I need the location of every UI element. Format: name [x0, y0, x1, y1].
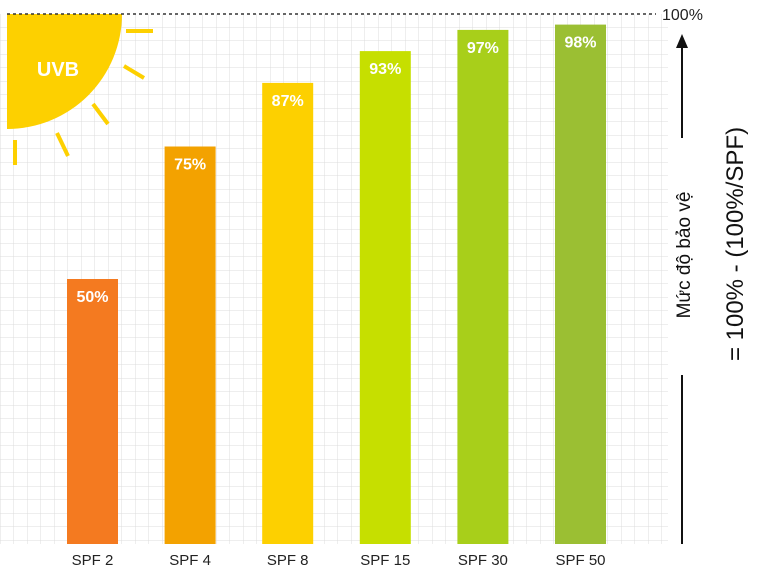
bar-value-label: 87% [272, 93, 304, 110]
x-tick-label: SPF 2 [72, 552, 114, 569]
x-tick-label: SPF 50 [555, 552, 605, 569]
y-axis-arrow [676, 34, 688, 544]
sun-icon: UVB [7, 14, 153, 165]
bar [67, 279, 118, 544]
bar-value-label: 97% [467, 40, 499, 57]
bar [359, 51, 411, 544]
bars-group: 50% 75% 87% 93% 97% 98% [67, 24, 606, 545]
bar-value-label: 75% [174, 157, 206, 174]
y-axis-title-line1: Mức độ bảo vệ [674, 192, 695, 319]
bar-value-label: 93% [369, 61, 401, 78]
bar [555, 24, 606, 545]
x-tick-label: SPF 4 [169, 552, 211, 569]
bar-value-label: 98% [564, 35, 596, 52]
bar [457, 29, 509, 544]
x-tick-label: SPF 15 [360, 552, 410, 569]
bar [262, 82, 314, 545]
bar [164, 146, 216, 544]
x-tick-label: SPF 30 [458, 552, 508, 569]
y-axis-title-line2: = 100% - (100%/SPF) [722, 127, 749, 361]
uvb-label: UVB [37, 59, 79, 81]
x-tick-label: SPF 8 [267, 552, 309, 569]
bar-value-label: 50% [76, 289, 108, 306]
max-line-label: 100% [662, 7, 703, 24]
x-tick-labels: SPF 2 SPF 4 SPF 8 SPF 15 SPF 30 SPF 50 [72, 552, 606, 569]
